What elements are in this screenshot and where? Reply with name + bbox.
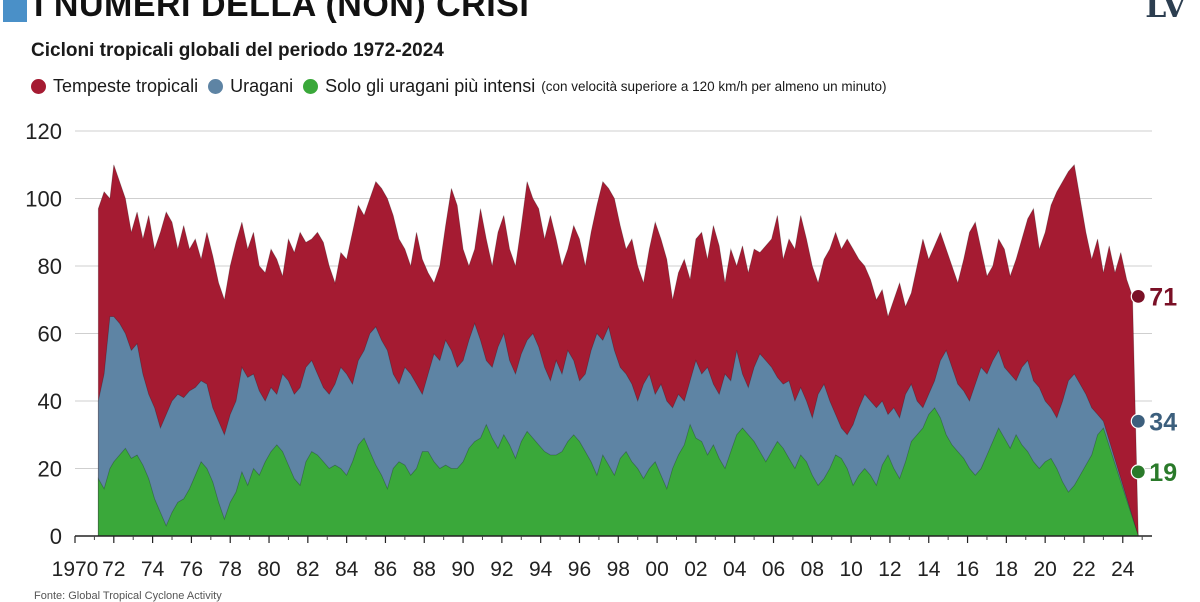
x-tick-label: 00 [645,558,668,581]
x-tick-label: 80 [257,558,280,581]
x-tick-label: 82 [296,558,319,581]
x-tick-label: 84 [335,558,359,581]
end-marker-dot [1130,288,1146,304]
x-tick-label: 74 [141,558,165,581]
x-tick-label: 1970 [52,558,99,581]
end-marker-dot [1130,464,1146,480]
y-tick-label: 20 [38,457,62,482]
area-series-solo [97,407,1139,537]
y-tick-label: 100 [25,187,62,212]
x-tick-label: 20 [1033,558,1056,581]
legend-label-tempeste: Tempeste tropicali [53,76,199,96]
legend-item-intensi: Solo gli uragani più intensi [303,76,535,97]
page-headline: I NUMERI DELLA (NON) CRISI [34,0,530,24]
x-tick-label: 88 [413,558,436,581]
x-tick-label: 08 [801,558,824,581]
source-note: Fonte: Global Tropical Cyclone Activity [34,590,222,602]
legend-dot-intensi-icon [303,79,319,94]
y-tick-label: 80 [38,254,62,279]
legend-item-tempeste: Tempeste tropicali [31,76,198,97]
chart-subtitle: Cicloni tropicali globali del periodo 19… [31,40,444,61]
x-tick-label: 10 [839,558,862,581]
headline-accent-block [3,0,27,22]
y-tick-label: 120 [25,119,62,144]
end-marker-dot [1130,413,1146,429]
end-value-label: 19 [1149,459,1177,487]
y-tick-label: 40 [38,389,62,414]
x-tick-label: 22 [1072,558,1095,581]
x-tick-label: 98 [607,558,630,581]
x-tick-label: 04 [723,558,747,581]
x-tick-label: 18 [995,558,1018,581]
x-tick-label: 92 [490,558,513,581]
x-tick-label: 16 [956,558,979,581]
end-value-label: 34 [1149,408,1177,436]
legend-item-uragani: Uragani [208,76,293,97]
y-tick-label: 0 [50,524,62,549]
x-tick-label: 78 [219,558,242,581]
legend-label-uragani: Uragani [230,76,294,96]
legend-note: (con velocità superiore a 120 km/h per a… [541,79,887,94]
x-tick-label: 94 [529,558,553,581]
x-tick-label: 96 [568,558,591,581]
x-tick-label: 14 [917,558,941,581]
x-tick-label: 02 [684,558,707,581]
x-tick-label: 72 [102,558,125,581]
legend-label-intensi: Solo gli uragani più intensi [325,76,536,96]
publisher-logo: LV [1145,0,1186,25]
x-tick-label: 12 [878,558,901,581]
x-tick-label: 06 [762,558,785,581]
end-value-label: 71 [1149,283,1177,311]
y-tick-label: 60 [38,322,62,347]
x-tick-label: 76 [180,558,203,581]
x-tick-label: 24 [1111,558,1135,581]
x-tick-label: 86 [374,558,397,581]
legend-dot-uragani-icon [208,79,224,94]
x-tick-label: 90 [451,558,474,581]
legend-dot-tempeste-icon [31,79,46,94]
chart-legend: Tempeste tropicali Uragani Solo gli urag… [31,76,886,97]
